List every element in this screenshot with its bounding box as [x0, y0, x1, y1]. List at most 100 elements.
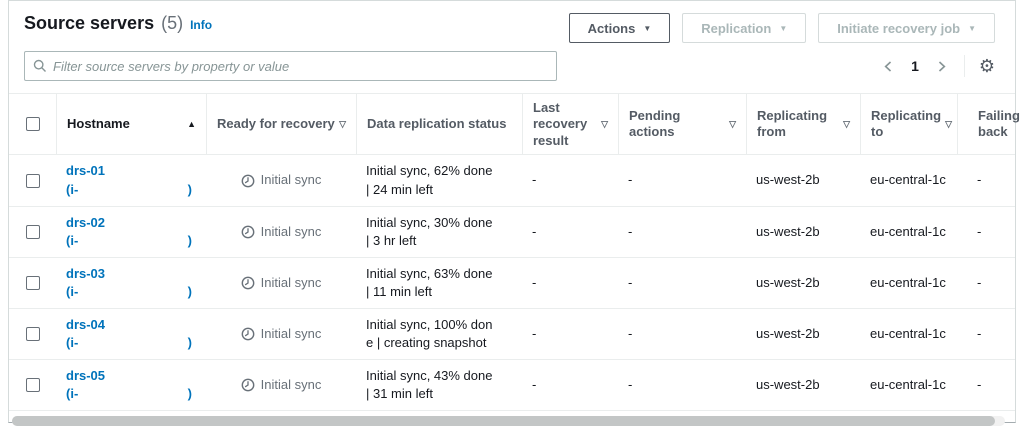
status-line-1: Initial sync, 30% done: [366, 214, 493, 230]
row-checkbox[interactable]: [25, 276, 40, 290]
pending-actions-cell: -: [628, 274, 633, 290]
panel-header: Source servers (5) Info Actions ▼ Replic…: [9, 1, 1015, 43]
replicating-from-cell: us-west-2b: [756, 223, 820, 239]
instance-id[interactable]: (i- ): [66, 232, 192, 250]
column-header-data-replication-status[interactable]: Data replication status: [356, 94, 522, 155]
status-line-2: | 3 hr left: [366, 233, 417, 248]
data-replication-status-cell: Initial sync, 62% done | 24 min left: [356, 155, 522, 206]
row-checkbox-cell: [9, 309, 56, 359]
actions-button-label: Actions: [587, 20, 636, 36]
instance-id[interactable]: (i- ): [66, 283, 192, 301]
last-recovery-result-cell: -: [532, 223, 537, 239]
pagination-divider: [963, 55, 965, 77]
column-header-failing-back[interactable]: Failing back: [957, 94, 1020, 155]
column-header-last-recovery-result[interactable]: Last recovery result ▽: [522, 94, 618, 155]
row-checkbox[interactable]: [25, 225, 40, 239]
table-row: drs-02 (i- ) Initial sync Initial sync, …: [9, 206, 1015, 257]
replicating-from-cell: us-west-2b: [756, 172, 820, 188]
last-recovery-result-cell: -: [532, 325, 537, 341]
status-line-1: Initial sync, 43% done: [366, 367, 493, 383]
horizontal-scrollbar-track[interactable]: [12, 416, 1005, 426]
ready-status-label: Initial sync: [260, 274, 322, 290]
filter-input[interactable]: [53, 58, 548, 74]
hostname-link[interactable]: drs-05: [66, 367, 106, 383]
replicating-to-cell: eu-central-1c: [870, 172, 946, 188]
last-recovery-result-cell: -: [532, 172, 537, 188]
hostname-link[interactable]: drs-03: [66, 265, 106, 281]
filter-box[interactable]: [24, 51, 557, 81]
status-line-1: Initial sync, 63% done: [366, 265, 493, 281]
pending-actions-cell: -: [628, 223, 633, 239]
row-checkbox-cell: [9, 207, 56, 257]
header-buttons: Actions ▼ Replication ▼ Initiate recover…: [568, 13, 995, 43]
horizontal-scrollbar-thumb[interactable]: [12, 416, 996, 426]
search-icon: [33, 59, 47, 73]
instance-id[interactable]: (i- ): [66, 385, 192, 403]
select-all-checkbox[interactable]: [25, 117, 40, 132]
initiate-recovery-job-button[interactable]: Initiate recovery job ▼: [818, 13, 995, 43]
column-header-pending-actions[interactable]: Pending actions ▽: [618, 94, 746, 155]
row-checkbox[interactable]: [25, 173, 40, 188]
status-line-2: e | creating snapshot: [366, 335, 487, 350]
failing-back-cell: -: [977, 376, 982, 392]
instance-id-close: ): [187, 335, 192, 350]
instance-id[interactable]: (i- ): [66, 334, 192, 352]
clock-pending-icon: [241, 327, 255, 341]
failing-back-cell: -: [977, 172, 982, 188]
dropdown-caret-icon: ▼: [968, 23, 976, 33]
replicating-to-cell: eu-central-1c: [870, 325, 946, 341]
ready-for-recovery-cell: Initial sync: [206, 207, 356, 257]
failing-back-cell: -: [977, 274, 982, 290]
status-line-1: Initial sync, 100% don: [366, 316, 493, 332]
table-body: drs-01 (i- ) Initial sync Initial sync, …: [9, 155, 1015, 411]
clock-pending-icon: [241, 378, 255, 392]
settings-gear-icon[interactable]: ⚙: [978, 56, 995, 76]
hostname-link[interactable]: drs-01: [66, 163, 106, 179]
filter-caret-icon: ▽: [945, 118, 952, 129]
last-recovery-result-cell: -: [532, 274, 537, 290]
instance-id-open: (i-: [66, 181, 79, 197]
replication-button[interactable]: Replication ▼: [682, 13, 807, 43]
row-checkbox[interactable]: [25, 378, 40, 392]
instance-id-close: ): [187, 233, 192, 248]
instance-id-close: ): [187, 181, 192, 197]
select-all-cell: [9, 94, 56, 155]
info-link[interactable]: Info: [190, 18, 213, 32]
table-row: drs-04 (i- ) Initial sync Initial sync, …: [9, 308, 1015, 359]
page-title: Source servers: [24, 13, 155, 33]
chevron-right-icon: [938, 60, 946, 72]
column-header-replicating-to[interactable]: Replicating to ▽: [860, 94, 957, 155]
actions-button[interactable]: Actions ▼: [568, 13, 671, 43]
source-servers-table: Hostname ▲ Ready for recovery ▽ Data rep…: [9, 93, 1020, 411]
instance-id[interactable]: (i- ): [66, 181, 192, 199]
row-checkbox-cell: [9, 360, 56, 410]
sort-ascending-icon: ▲: [187, 118, 196, 129]
replicating-to-cell: eu-central-1c: [870, 274, 946, 290]
instance-id-open: (i-: [66, 386, 79, 401]
ready-for-recovery-cell: Initial sync: [206, 155, 356, 206]
server-count: (5): [161, 13, 184, 33]
column-header-ready-for-recovery[interactable]: Ready for recovery ▽: [206, 94, 356, 155]
row-checkbox[interactable]: [25, 327, 40, 341]
dropdown-caret-icon: ▼: [643, 23, 652, 33]
table-row: drs-01 (i- ) Initial sync Initial sync, …: [9, 155, 1015, 206]
instance-id-close: ): [187, 284, 192, 299]
hostname-link[interactable]: drs-04: [66, 316, 106, 332]
source-servers-panel: Source servers (5) Info Actions ▼ Replic…: [8, 0, 1020, 426]
data-replication-status-cell: Initial sync, 100% don e | creating snap…: [356, 309, 522, 359]
next-page-button[interactable]: [933, 58, 950, 75]
toolbar-row: 1 ⚙: [9, 43, 1015, 81]
ready-for-recovery-cell: Initial sync: [206, 258, 356, 308]
column-header-hostname[interactable]: Hostname ▲: [56, 94, 206, 155]
table-row: drs-03 (i- ) Initial sync Initial sync, …: [9, 257, 1015, 308]
hostname-link[interactable]: drs-02: [66, 214, 106, 230]
current-page-number[interactable]: 1: [911, 58, 919, 74]
replicating-to-cell: eu-central-1c: [870, 223, 946, 239]
ready-status-label: Initial sync: [260, 223, 322, 239]
status-line-2: | 11 min left: [366, 284, 432, 299]
initiate-recovery-job-label: Initiate recovery job: [837, 20, 961, 36]
column-header-replicating-from[interactable]: Replicating from ▽: [746, 94, 860, 155]
ready-for-recovery-cell: Initial sync: [206, 360, 356, 410]
previous-page-button[interactable]: [880, 58, 897, 75]
ready-for-recovery-cell: Initial sync: [206, 309, 356, 359]
